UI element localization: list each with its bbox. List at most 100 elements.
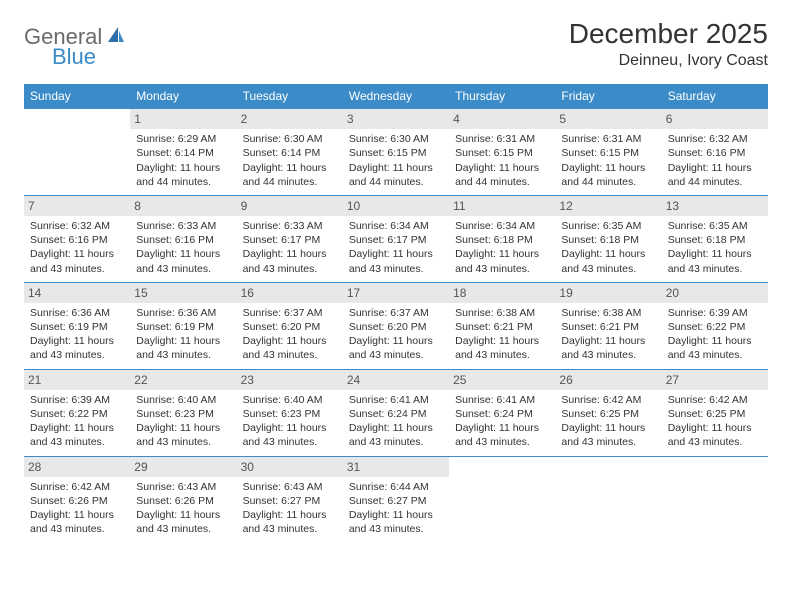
daylight1-text: Daylight: 11 hours [30,247,124,261]
day-details: Sunrise: 6:30 AMSunset: 6:15 PMDaylight:… [349,132,443,189]
day-cell: 29Sunrise: 6:43 AMSunset: 6:26 PMDayligh… [130,456,236,542]
day-cell: 31Sunrise: 6:44 AMSunset: 6:27 PMDayligh… [343,456,449,542]
day-number: 3 [343,109,449,129]
daylight2-text: and 43 minutes. [349,262,443,276]
daylight2-text: and 43 minutes. [561,435,655,449]
sunrise-text: Sunrise: 6:43 AM [243,480,337,494]
day-cell: 17 Sunrise: 6:37 AMSunset: 6:20 PMDayligh… [343,282,449,369]
sunset-text: Sunset: 6:16 PM [668,146,762,160]
daylight1-text: Daylight: 11 hours [349,508,443,522]
day-number: 17 [343,283,449,303]
calendar-body: .1Sunrise: 6:29 AMSunset: 6:14 PMDayligh… [24,109,768,543]
week-row: 7Sunrise: 6:32 AMSunset: 6:16 PMDaylight… [24,195,768,282]
daylight1-text: Daylight: 11 hours [349,161,443,175]
day-header-tuesday: Tuesday [237,84,343,109]
day-details: Sunrise: 6:38 AMSunset: 6:21 PMDaylight:… [561,306,655,363]
daylight1-text: Daylight: 11 hours [668,421,762,435]
sunrise-text: Sunrise: 6:30 AM [349,132,443,146]
sunset-text: Sunset: 6:22 PM [668,320,762,334]
day-number: 28 [24,457,130,477]
day-details: Sunrise: 6:33 AMSunset: 6:16 PMDaylight:… [136,219,230,276]
day-number: 15 [130,283,236,303]
daylight1-text: Daylight: 11 hours [561,161,655,175]
daylight2-text: and 43 minutes. [455,348,549,362]
sunset-text: Sunset: 6:21 PM [455,320,549,334]
sunset-text: Sunset: 6:23 PM [136,407,230,421]
sunrise-text: Sunrise: 6:34 AM [455,219,549,233]
sunrise-text: Sunrise: 6:41 AM [349,393,443,407]
sunrise-text: Sunrise: 6:44 AM [349,480,443,494]
day-cell: 25Sunrise: 6:41 AMSunset: 6:24 PMDayligh… [449,369,555,456]
day-cell: 30Sunrise: 6:43 AMSunset: 6:27 PMDayligh… [237,456,343,542]
sunset-text: Sunset: 6:18 PM [668,233,762,247]
day-details: Sunrise: 6:33 AMSunset: 6:17 PMDaylight:… [243,219,337,276]
day-cell: 12Sunrise: 6:35 AMSunset: 6:18 PMDayligh… [555,195,661,282]
day-cell: . [449,456,555,542]
day-cell: 22Sunrise: 6:40 AMSunset: 6:23 PMDayligh… [130,369,236,456]
sunset-text: Sunset: 6:14 PM [243,146,337,160]
daylight2-text: and 43 minutes. [561,262,655,276]
day-details: Sunrise: 6:39 AMSunset: 6:22 PMDaylight:… [30,393,124,450]
sunset-text: Sunset: 6:27 PM [349,494,443,508]
daylight2-text: and 44 minutes. [136,175,230,189]
day-number: 19 [555,283,661,303]
day-cell: 16Sunrise: 6:37 AMSunset: 6:20 PMDayligh… [237,282,343,369]
day-number: 5 [555,109,661,129]
sunset-text: Sunset: 6:25 PM [668,407,762,421]
day-cell: 27Sunrise: 6:42 AMSunset: 6:25 PMDayligh… [662,369,768,456]
day-cell: 8 Sunrise: 6:33 AMSunset: 6:16 PMDaylight… [130,195,236,282]
sunrise-text: Sunrise: 6:38 AM [455,306,549,320]
day-cell: 2Sunrise: 6:30 AMSunset: 6:14 PMDaylight… [237,109,343,196]
daylight1-text: Daylight: 11 hours [30,421,124,435]
sunset-text: Sunset: 6:21 PM [561,320,655,334]
day-number: 11 [449,196,555,216]
day-cell: 28 Sunrise: 6:42 AMSunset: 6:26 PMDayligh… [24,456,130,542]
daylight1-text: Daylight: 11 hours [136,161,230,175]
sunset-text: Sunset: 6:15 PM [455,146,549,160]
day-details: Sunrise: 6:36 AMSunset: 6:19 PMDaylight:… [136,306,230,363]
daylight2-text: and 43 minutes. [136,348,230,362]
day-number: 26 [555,370,661,390]
day-cell: 18Sunrise: 6:38 AMSunset: 6:21 PMDayligh… [449,282,555,369]
day-cell: 15 Sunrise: 6:36 AMSunset: 6:19 PMDayligh… [130,282,236,369]
sunrise-text: Sunrise: 6:32 AM [668,132,762,146]
daylight2-text: and 44 minutes. [349,175,443,189]
sunrise-text: Sunrise: 6:32 AM [30,219,124,233]
day-number: 20 [662,283,768,303]
week-row: 21 Sunrise: 6:39 AMSunset: 6:22 PMDayligh… [24,369,768,456]
day-cell: 6Sunrise: 6:32 AMSunset: 6:16 PMDaylight… [662,109,768,196]
sunrise-text: Sunrise: 6:30 AM [243,132,337,146]
daylight2-text: and 43 minutes. [455,435,549,449]
day-number: 9 [237,196,343,216]
day-number: 1 [130,109,236,129]
daylight1-text: Daylight: 11 hours [30,508,124,522]
day-cell: 24Sunrise: 6:41 AMSunset: 6:24 PMDayligh… [343,369,449,456]
sunrise-text: Sunrise: 6:42 AM [561,393,655,407]
daylight2-text: and 43 minutes. [136,522,230,536]
day-number: 2 [237,109,343,129]
daylight1-text: Daylight: 11 hours [561,247,655,261]
day-details: Sunrise: 6:43 AMSunset: 6:27 PMDaylight:… [243,480,337,537]
day-number: 10 [343,196,449,216]
day-number: 14 [24,283,130,303]
day-cell: 5Sunrise: 6:31 AMSunset: 6:15 PMDaylight… [555,109,661,196]
day-cell: . [24,109,130,196]
day-number: 24 [343,370,449,390]
day-number: 21 [24,370,130,390]
day-number: 8 [130,196,236,216]
sunset-text: Sunset: 6:20 PM [243,320,337,334]
sunset-text: Sunset: 6:24 PM [455,407,549,421]
day-details: Sunrise: 6:37 AMSunset: 6:20 PMDaylight:… [349,306,443,363]
day-cell: . [662,456,768,542]
day-details: Sunrise: 6:29 AMSunset: 6:14 PMDaylight:… [136,132,230,189]
day-cell: 20Sunrise: 6:39 AMSunset: 6:22 PMDayligh… [662,282,768,369]
daylight1-text: Daylight: 11 hours [136,334,230,348]
daylight2-text: and 43 minutes. [136,262,230,276]
day-details: Sunrise: 6:42 AMSunset: 6:26 PMDaylight:… [30,480,124,537]
sunrise-text: Sunrise: 6:36 AM [30,306,124,320]
daylight1-text: Daylight: 11 hours [243,334,337,348]
daylight2-text: and 43 minutes. [668,262,762,276]
sunrise-text: Sunrise: 6:34 AM [349,219,443,233]
daylight2-text: and 43 minutes. [30,348,124,362]
daylight2-text: and 44 minutes. [243,175,337,189]
